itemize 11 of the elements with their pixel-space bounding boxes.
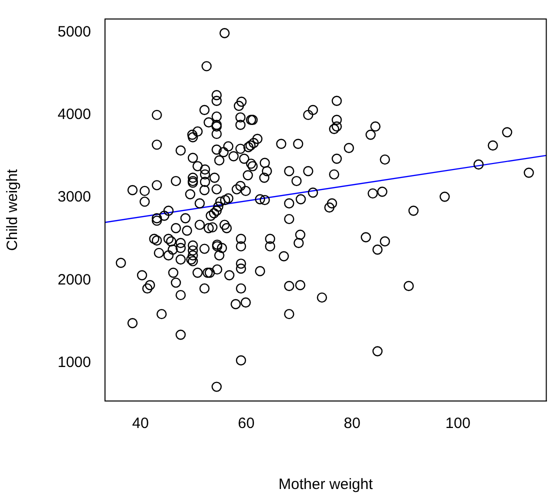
y-tick-label: 2000 (58, 271, 91, 288)
x-axis-title: Mother weight (278, 476, 374, 494)
y-axis-title: Child weight (4, 168, 22, 251)
x-tick-label: 60 (238, 415, 255, 432)
x-tick-label: 80 (344, 415, 360, 432)
x-tick-label: 40 (132, 415, 149, 432)
y-tick-label: 1000 (58, 354, 91, 371)
y-tick-label: 3000 (58, 188, 91, 206)
y-tick-label: 5000 (58, 23, 91, 40)
x-tick-label: 100 (445, 415, 470, 432)
y-tick-label: 4000 (58, 106, 91, 124)
